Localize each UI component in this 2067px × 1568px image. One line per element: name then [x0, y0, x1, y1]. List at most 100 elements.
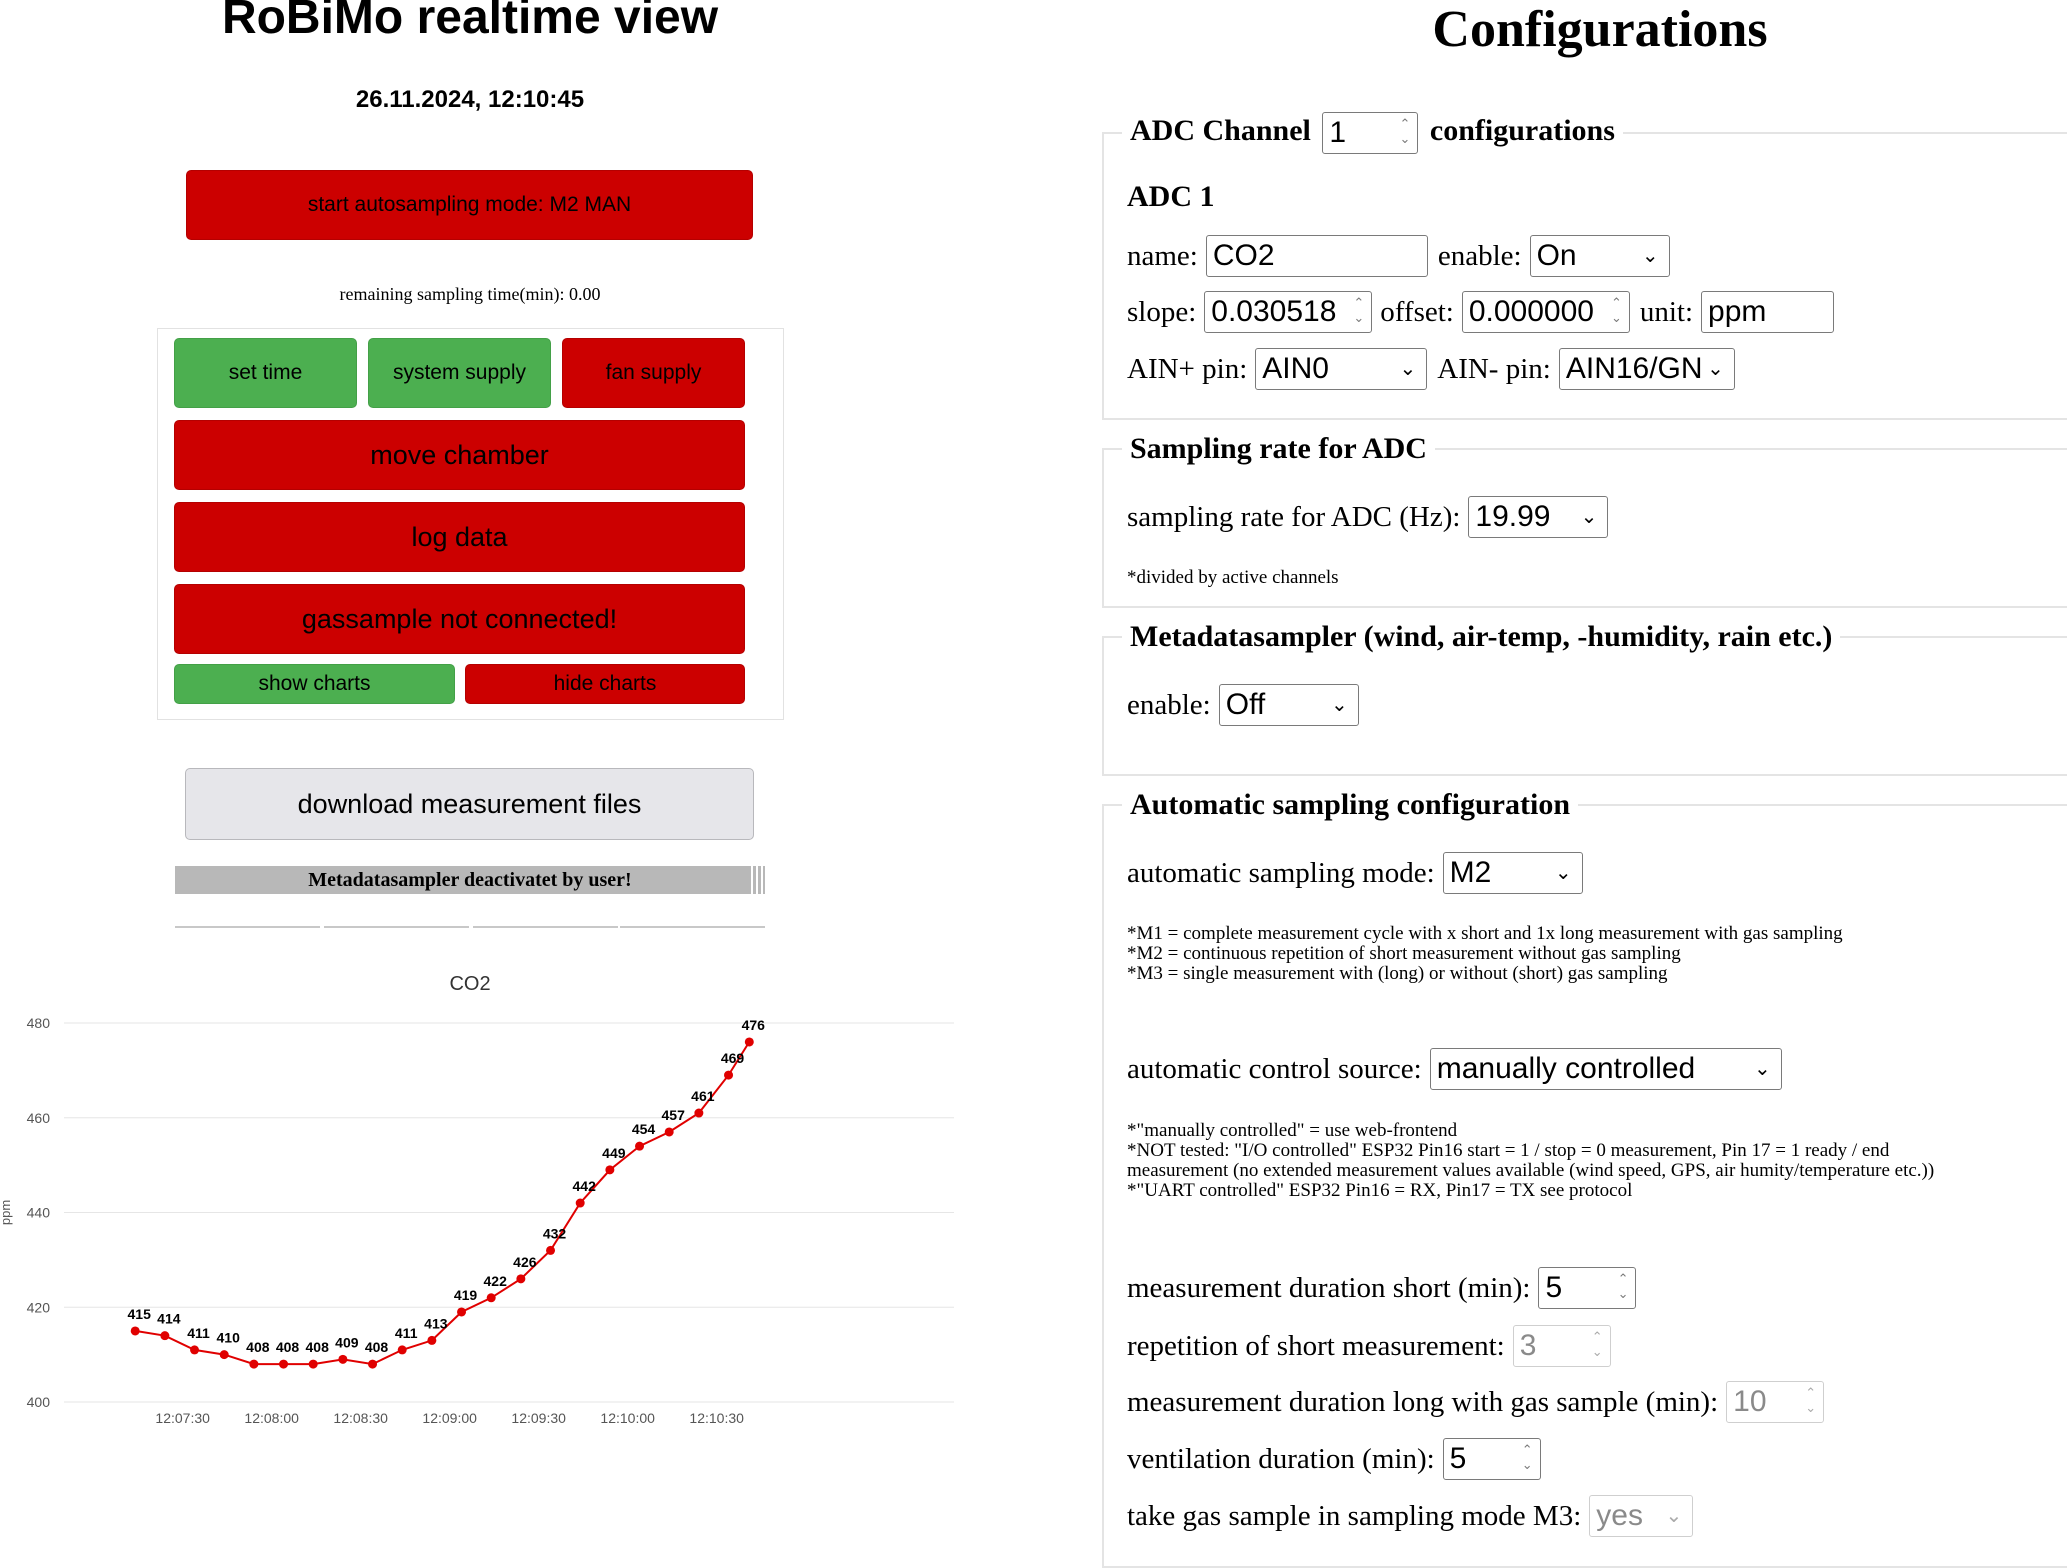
data-label: 457 — [662, 1107, 686, 1123]
set-time-button[interactable]: set time — [174, 338, 357, 408]
progress-segment — [175, 926, 320, 928]
y-tick-label: 400 — [27, 1394, 51, 1410]
x-tick-label: 12:09:30 — [511, 1410, 566, 1426]
sampling-rate-label: sampling rate for ADC (Hz): — [1127, 500, 1461, 533]
spinner-icon: ⌃ ⌄ — [1399, 116, 1411, 146]
co2-chart: CO2 ppm 400 420 440 460 480 12:07:30 12:08:00 12:… — [0, 973, 954, 1426]
hide-charts-button[interactable]: hide charts — [465, 664, 745, 704]
spinner-icon: ⌃ ⌄ — [1353, 295, 1365, 325]
duration-long-input[interactable]: 10 ⌃ ⌄ — [1726, 1381, 1825, 1423]
data-point — [486, 1293, 496, 1303]
system-supply-button[interactable]: system supply — [368, 338, 551, 408]
x-tick-label: 12:08:30 — [333, 1410, 388, 1426]
x-tick-label: 12:07:30 — [155, 1410, 210, 1426]
sampling-rate-row: sampling rate for ADC (Hz): 19.99 ⌄ — [1127, 496, 1609, 538]
data-label: 449 — [602, 1145, 626, 1161]
data-label: 411 — [395, 1325, 418, 1341]
name-label: name: — [1127, 239, 1198, 272]
sampling-rate-fieldset: Sampling rate for ADC — [1102, 432, 2067, 608]
chevron-down-icon: ⌄ — [1753, 1058, 1771, 1080]
ventilation-value: 5 — [1449, 1442, 1467, 1475]
unit-input[interactable]: ppm — [1701, 291, 1835, 333]
data-point — [219, 1350, 229, 1360]
automatic-sampling-fieldset: Automatic sampling configuration — [1102, 788, 2067, 1568]
duration-short-input[interactable]: 5 ⌃ ⌄ — [1538, 1267, 1637, 1309]
ain-plus-value: AIN0 — [1262, 352, 1329, 385]
data-label: 414 — [157, 1311, 181, 1327]
y-tick-label: 440 — [27, 1205, 51, 1221]
sampling-rate-select[interactable]: 19.99 ⌄ — [1468, 496, 1609, 538]
data-point — [635, 1141, 645, 1151]
sampling-mode-label: automatic sampling mode: — [1127, 856, 1435, 889]
spinner-icon: ⌃ ⌄ — [1521, 1442, 1533, 1472]
adc-channel-number-input[interactable]: 1 ⌃ ⌄ — [1322, 112, 1419, 154]
offset-input[interactable]: 0.000000 ⌃ ⌄ — [1461, 291, 1630, 333]
sampling-rate-note: *divided by active channels — [1127, 567, 1339, 588]
data-point — [190, 1345, 200, 1355]
repetition-label: repetition of short measurement: — [1127, 1329, 1505, 1362]
control-buttons-panel — [157, 328, 784, 720]
sampling-rate-value: 19.99 — [1475, 500, 1551, 533]
duration-long-value: 10 — [1733, 1385, 1767, 1418]
ain-minus-select[interactable]: AIN16/GN ⌄ — [1558, 348, 1735, 390]
adc-legend-suffix: configurations — [1429, 113, 1615, 147]
data-label: 409 — [335, 1334, 359, 1350]
adc-channel-value: 1 — [1329, 116, 1347, 149]
metadata-enable-select[interactable]: Off ⌄ — [1218, 684, 1359, 726]
control-source-select[interactable]: manually controlled ⌄ — [1429, 1048, 1782, 1090]
chevron-down-icon: ⌄ — [1641, 245, 1659, 267]
chart-title: CO2 — [449, 973, 490, 995]
data-point — [249, 1359, 259, 1369]
enable-select[interactable]: On ⌄ — [1529, 235, 1670, 277]
automatic-sampling-legend: Automatic sampling configuration — [1130, 788, 1571, 821]
y-tick-label: 460 — [27, 1110, 51, 1126]
fan-supply-button[interactable]: fan supply — [562, 338, 745, 408]
adc-slope-row: slope: 0.030518 ⌃ ⌄ offset: 0.000000 ⌃ ⌄ uni… — [1127, 291, 1835, 333]
sampling-mode-select[interactable]: M2 ⌄ — [1442, 852, 1583, 894]
enable-value: On — [1536, 239, 1577, 272]
move-chamber-button[interactable]: move chamber — [174, 420, 745, 490]
log-data-button[interactable]: log data — [174, 502, 745, 572]
chevron-down-icon: ⌄ — [1580, 506, 1598, 528]
metadatasampler-legend: Metadatasampler (wind, air-temp, -humidi… — [1130, 620, 1833, 653]
gassample-button[interactable]: gassample not connected! — [174, 584, 745, 654]
control-source-notes: *"manually controlled" = use web-fronten… — [1127, 1121, 1934, 1201]
download-measurement-files-button[interactable]: download measurement files — [185, 768, 754, 840]
slope-input[interactable]: 0.030518 ⌃ ⌄ — [1204, 291, 1373, 333]
data-point — [724, 1070, 734, 1080]
slope-label: slope: — [1127, 295, 1197, 328]
duration-short-row: measurement duration short (min): 5 ⌃ ⌄ — [1127, 1267, 1637, 1309]
data-point — [575, 1198, 585, 1208]
data-label: 476 — [742, 1017, 766, 1033]
note-line: measurement (no extended measurement val… — [1127, 1160, 1935, 1181]
repetition-input[interactable]: 3 ⌃ ⌄ — [1512, 1325, 1611, 1367]
y-axis-label: ppm — [0, 1200, 13, 1225]
gas-sample-row: take gas sample in sampling mode M3: yes… — [1127, 1495, 1694, 1537]
gas-sample-select[interactable]: yes ⌄ — [1589, 1495, 1694, 1537]
y-tick-label: 480 — [27, 1015, 51, 1031]
ventilation-input[interactable]: 5 ⌃ ⌄ — [1442, 1438, 1541, 1480]
metadatasampler-fieldset: Metadatasampler (wind, air-temp, -humidi… — [1102, 620, 2067, 776]
note-line: *M2 = continuous repetition of short mea… — [1127, 943, 1681, 964]
note-line: *M3 = single measurement with (long) or … — [1127, 963, 1668, 984]
data-label: 415 — [128, 1306, 152, 1322]
status-bar-handle — [748, 866, 765, 894]
chevron-down-icon: ⌄ — [1399, 358, 1417, 380]
data-point — [338, 1354, 348, 1364]
start-autosampling-button[interactable]: start autosampling mode: M2 MAN — [186, 170, 753, 240]
duration-short-value: 5 — [1545, 1271, 1563, 1304]
data-label: 408 — [365, 1339, 389, 1355]
data-point — [308, 1359, 318, 1369]
data-label: 432 — [543, 1225, 567, 1241]
gas-sample-label: take gas sample in sampling mode M3: — [1127, 1499, 1582, 1532]
name-input[interactable]: CO2 — [1205, 235, 1428, 277]
data-label: 408 — [306, 1339, 330, 1355]
data-point — [457, 1307, 467, 1317]
metadata-enable-value: Off — [1225, 688, 1266, 721]
data-label: 469 — [721, 1050, 745, 1066]
show-charts-button[interactable]: show charts — [174, 664, 455, 704]
repetition-row: repetition of short measurement: 3 ⌃ ⌄ — [1127, 1325, 1611, 1367]
adc-channel-fieldset: ADC Channel 1 ⌃ ⌄ configurations — [1102, 112, 2067, 420]
ain-plus-select[interactable]: AIN0 ⌄ — [1255, 348, 1428, 390]
offset-label: offset: — [1380, 295, 1454, 328]
